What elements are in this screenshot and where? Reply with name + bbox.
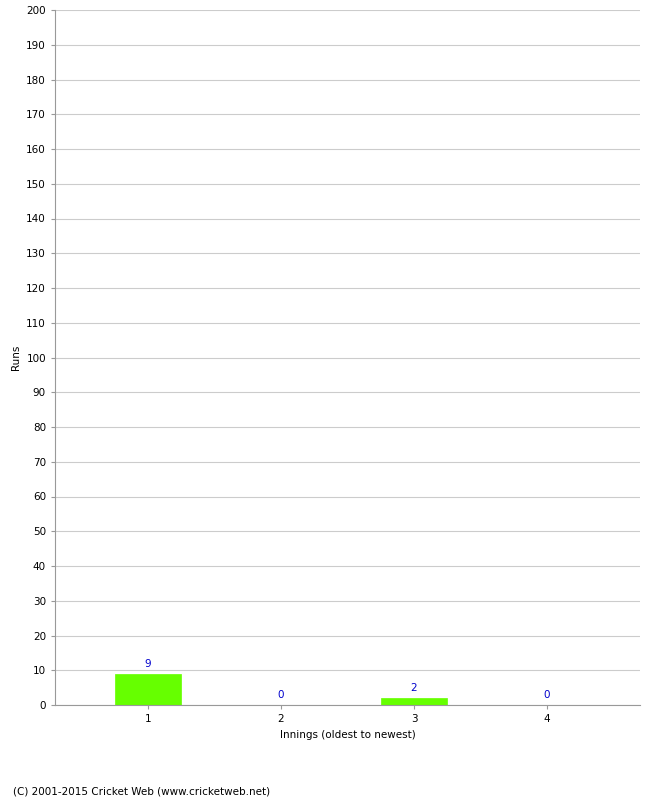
- Text: (C) 2001-2015 Cricket Web (www.cricketweb.net): (C) 2001-2015 Cricket Web (www.cricketwe…: [13, 786, 270, 796]
- Text: 0: 0: [278, 690, 284, 700]
- Text: 2: 2: [411, 683, 417, 693]
- Y-axis label: Runs: Runs: [10, 345, 21, 370]
- X-axis label: Innings (oldest to newest): Innings (oldest to newest): [280, 730, 415, 739]
- Bar: [381, 698, 447, 705]
- Bar: [115, 674, 181, 705]
- Text: 9: 9: [145, 658, 151, 669]
- Text: 0: 0: [543, 690, 550, 700]
